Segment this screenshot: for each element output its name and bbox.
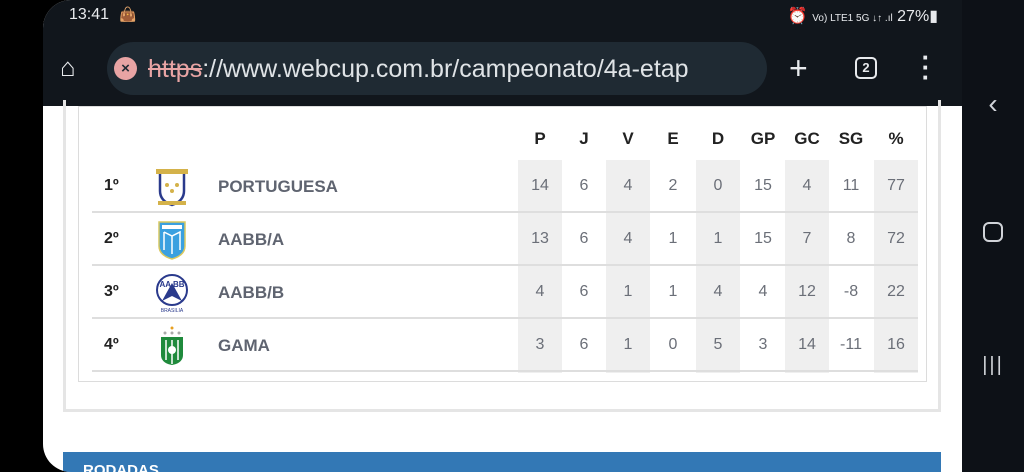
url-text[interactable]: https://www.webcup.com.br/campeonato/4a-…	[148, 55, 758, 84]
stat-cell-pct: 22	[887, 283, 905, 300]
tab-count-button[interactable]: 2	[855, 57, 877, 79]
rodadas-section-header[interactable]: RODADAS	[63, 452, 941, 472]
stat-cell-e: 1	[668, 230, 678, 247]
team-name[interactable]: AABB/A	[218, 230, 285, 249]
stat-cell-sg: 8	[846, 230, 856, 247]
column-shade	[696, 160, 740, 373]
team-logo-icon	[154, 167, 190, 207]
position: 2º	[104, 230, 119, 247]
shopping-bag-icon: 👜	[119, 6, 137, 22]
stat-cell-gc: 14	[798, 336, 816, 353]
column-shade	[606, 160, 650, 373]
column-header[interactable]: D	[711, 129, 725, 148]
team-name[interactable]: GAMA	[218, 336, 270, 355]
table-row[interactable]: 3º AA BB BRASILIA AABB/B 4 6 1 1 4 4 12 -8 22	[92, 266, 918, 319]
stat-cell-sg: -8	[843, 283, 859, 300]
stat-cell-gp: 15	[754, 230, 772, 247]
stat-cell-v: 1	[623, 336, 633, 353]
stat-cell-e: 2	[668, 177, 678, 194]
stat-cell-pct: 72	[887, 230, 905, 247]
stat-cell-p: 3	[535, 336, 545, 353]
stat-cell-v: 4	[623, 177, 633, 194]
browser-toolbar: 13:41 👜 ⏰ Vo) LTE1 5G ↓↑ .ıl 27%▮ ⌂ × ht…	[43, 0, 962, 106]
stat-cell-j: 6	[579, 177, 589, 194]
table-row[interactable]: 4º GAMA 3 6 1 0 5 3 14 -11 16	[92, 319, 918, 372]
stat-cell-d: 5	[713, 336, 723, 353]
stat-cell-p: 14	[531, 177, 549, 194]
more-menu-icon[interactable]: · · ·	[921, 42, 931, 92]
stat-cell-d: 4	[713, 283, 723, 300]
status-indicators: ⏰ Vo) LTE1 5G ↓↑ .ıl 27%▮	[787, 8, 938, 25]
browser-screen: 13:41 👜 ⏰ Vo) LTE1 5G ↓↑ .ıl 27%▮ ⌂ × ht…	[43, 0, 962, 472]
recents-icon[interactable]: |||	[982, 354, 1004, 376]
stat-cell-d: 0	[713, 177, 723, 194]
stat-cell-gc: 7	[802, 230, 812, 247]
new-tab-icon[interactable]: +	[789, 50, 808, 86]
stat-cell-sg: 11	[842, 177, 860, 194]
column-header[interactable]: %	[888, 129, 904, 148]
stat-cell-gp: 4	[758, 283, 768, 300]
team-logo-icon: AA BB BRASILIA	[154, 273, 190, 314]
home-icon[interactable]: ⌂	[60, 52, 76, 82]
column-header[interactable]: GP	[750, 129, 776, 148]
stat-cell-j: 6	[579, 336, 589, 353]
stat-cell-pct: 77	[887, 177, 905, 194]
stat-cell-p: 13	[531, 230, 549, 247]
stat-cell-gc: 12	[798, 283, 816, 300]
stat-cell-sg: -11	[840, 336, 862, 353]
battery-level: 27%	[897, 8, 930, 25]
standings-table-frame	[78, 106, 927, 382]
team-name[interactable]: AABB/B	[218, 283, 285, 302]
url-path: ://www.webcup.com.br/campeonato/4a-etap	[202, 55, 689, 83]
column-header[interactable]: J	[579, 129, 589, 148]
stat-cell-v: 4	[623, 230, 633, 247]
stat-cell-e: 1	[668, 283, 678, 300]
stat-cell-d: 1	[713, 230, 723, 247]
stat-cell-pct: 16	[887, 336, 905, 353]
table-row[interactable]: 2º AABB/A 13 6 4 1 1 15 7 8 72	[92, 213, 918, 266]
column-header[interactable]: E	[667, 129, 679, 148]
stat-cell-e: 0	[668, 336, 678, 353]
team-logo-icon	[154, 326, 190, 366]
column-header[interactable]: SG	[838, 129, 864, 148]
column-shade	[785, 160, 829, 373]
team-logo-icon	[154, 220, 190, 260]
column-shade	[518, 160, 562, 373]
back-icon[interactable]: ‹	[988, 88, 998, 119]
address-bar[interactable]: × https://www.webcup.com.br/campeonato/4…	[107, 42, 767, 95]
table-row[interactable]: 1º PORTUGUESA 14 6 4 2 0 15 4 11 77	[92, 160, 918, 213]
status-time: 13:41	[69, 6, 110, 23]
column-header[interactable]: GC	[794, 129, 820, 148]
stat-cell-gp: 15	[754, 177, 772, 194]
signal-icons: Vo) LTE1 5G ↓↑ .ıl	[812, 13, 893, 24]
position: 1º	[104, 177, 119, 194]
stat-cell-p: 4	[535, 283, 545, 300]
team-name[interactable]: PORTUGUESA	[218, 177, 338, 196]
column-header[interactable]: P	[534, 129, 546, 148]
stat-cell-j: 6	[579, 283, 589, 300]
stat-cell-gc: 4	[802, 177, 812, 194]
android-nav-bar: ‹ |||	[962, 0, 1024, 472]
position: 4º	[104, 336, 119, 353]
column-header[interactable]: V	[622, 129, 634, 148]
home-nav-icon[interactable]	[962, 222, 1024, 247]
url-scheme: https	[148, 55, 203, 83]
standings-card	[63, 100, 941, 412]
stat-cell-v: 1	[623, 283, 633, 300]
stat-cell-gp: 3	[758, 336, 768, 353]
insecure-warning-icon[interactable]: ×	[114, 57, 137, 80]
position: 3º	[104, 283, 119, 300]
column-shade	[874, 160, 918, 373]
stat-cell-j: 6	[579, 230, 589, 247]
svg-text:BRASILIA: BRASILIA	[161, 308, 184, 313]
